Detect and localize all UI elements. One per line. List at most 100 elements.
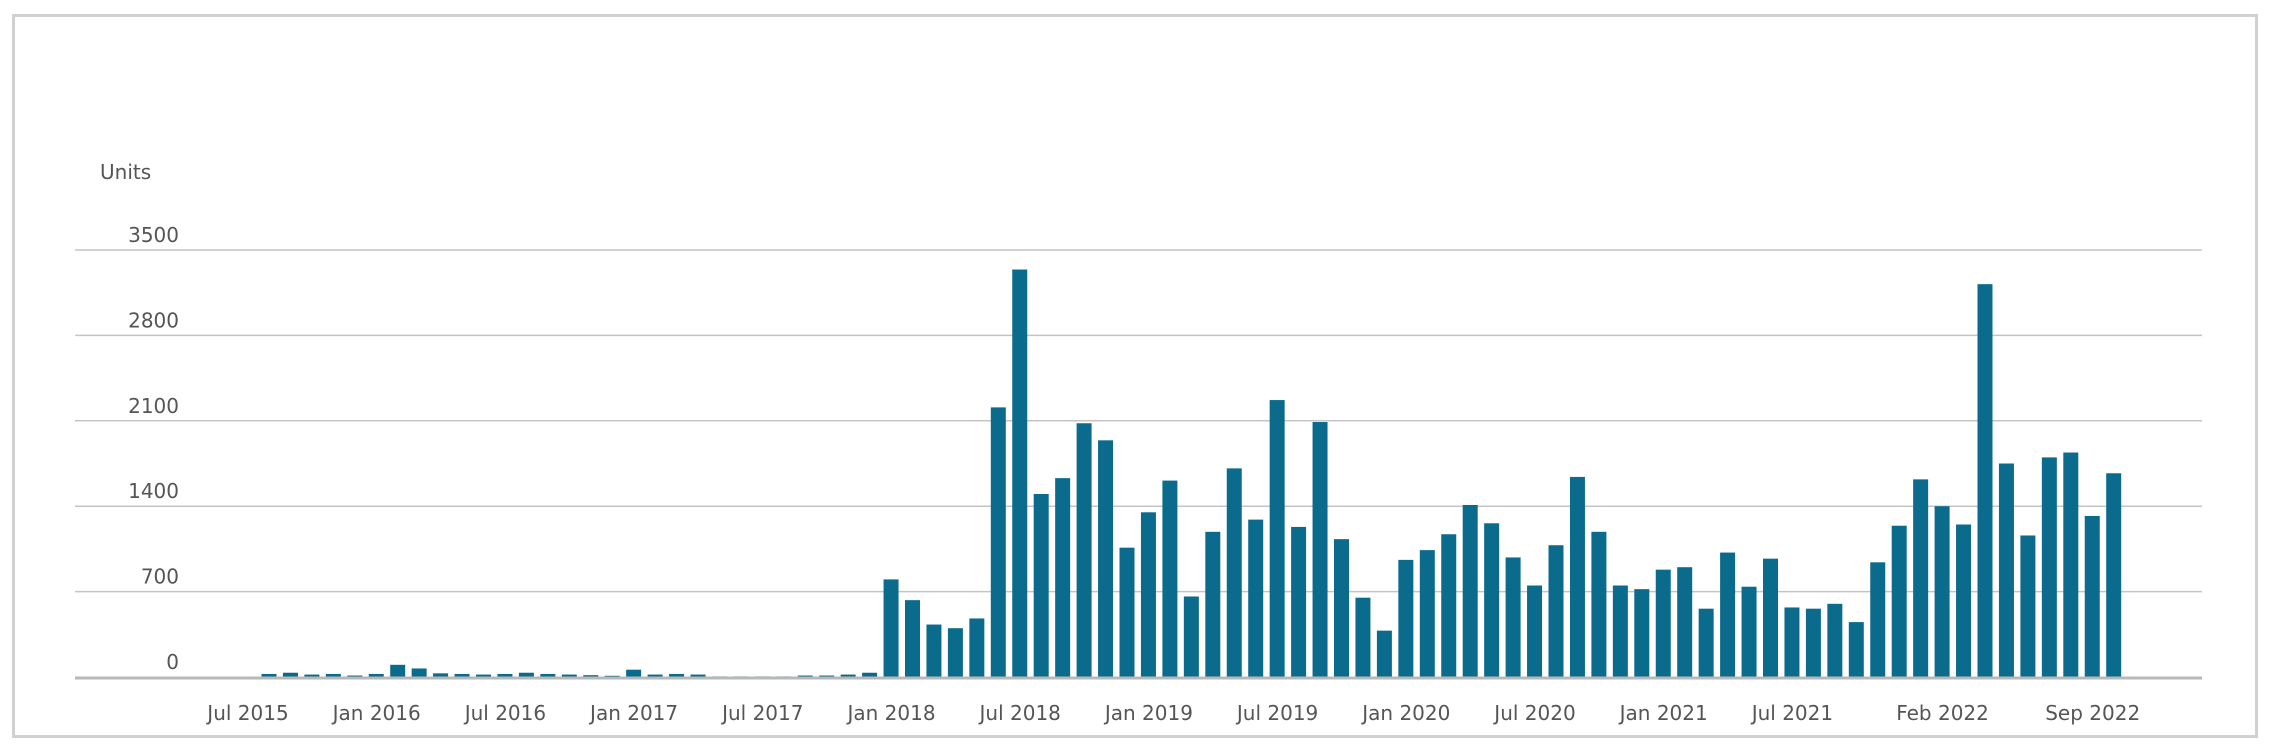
x-tick-label: Jan 2018 xyxy=(845,701,935,725)
y-tick-label: 3500 xyxy=(128,223,179,247)
bar-jul-2018 xyxy=(1033,494,1049,677)
bar-oct-2020 xyxy=(1612,585,1628,677)
bar-feb-2020 xyxy=(1441,534,1457,677)
bar-mar-2016 xyxy=(433,673,449,677)
bar-nov-2020 xyxy=(1634,589,1650,677)
bar-feb-2019 xyxy=(1183,596,1199,677)
bar-feb-2022 xyxy=(1956,524,1972,677)
x-tick-label: Jan 2016 xyxy=(331,701,421,725)
bar-aug-2015 xyxy=(282,672,298,677)
bar-may-2018 xyxy=(990,407,1006,677)
bar-dec-2017 xyxy=(883,579,899,677)
bar-jul-2022 xyxy=(2063,452,2079,677)
x-tick-label: Jul 2017 xyxy=(720,701,803,725)
x-tick-label: Jul 2019 xyxy=(1235,701,1318,725)
bar-apr-2018 xyxy=(969,618,985,677)
bar-jan-2019 xyxy=(1162,480,1178,677)
bar-mar-2018 xyxy=(947,628,963,677)
bar-oct-2017 xyxy=(840,674,856,677)
bar-oct-2018 xyxy=(1098,440,1114,677)
x-axis-ticks: Jul 2015 Jan 2016 Jul 2016 Jan 2017 Jul 2017… xyxy=(205,701,2140,725)
bar-apr-2021 xyxy=(1741,586,1757,677)
y-tick-label: 2100 xyxy=(128,394,179,418)
bar-jul-2020 xyxy=(1548,545,1564,677)
bar-jun-2022 xyxy=(2041,457,2057,677)
bar-jun-2018 xyxy=(1012,269,1028,677)
bar-oct-2019 xyxy=(1355,597,1371,677)
bar-sep-2019 xyxy=(1334,539,1349,677)
bar-nov-2016 xyxy=(604,675,620,677)
bar-nov-2019 xyxy=(1376,630,1392,677)
x-tick-label: Jan 2021 xyxy=(1618,701,1708,725)
bar-sep-2021 xyxy=(1848,622,1864,677)
bar-aug-2017 xyxy=(797,675,813,677)
bar-dec-2019 xyxy=(1398,559,1414,677)
y-tick-label: 2800 xyxy=(128,308,179,332)
bar-sep-2022 xyxy=(2106,473,2122,677)
bar-dec-2021 xyxy=(1913,479,1929,677)
y-axis-label: Units xyxy=(100,160,151,184)
x-tick-label: Jul 2021 xyxy=(1750,701,1833,725)
bar-dec-2016 xyxy=(626,669,642,677)
bar-sep-2020 xyxy=(1591,531,1607,677)
bar-feb-2018 xyxy=(926,624,942,677)
bar-may-2020 xyxy=(1505,557,1521,677)
bar-jun-2016 xyxy=(497,673,513,677)
y-tick-label: 0 xyxy=(166,650,179,674)
bar-oct-2021 xyxy=(1870,562,1886,677)
bar-apr-2022 xyxy=(1998,463,2014,677)
bars xyxy=(261,269,2122,677)
bar-jul-2015 xyxy=(261,673,277,677)
bar-sep-2018 xyxy=(1076,423,1092,677)
bar-oct-2016 xyxy=(583,675,599,677)
bar-jul-2016 xyxy=(518,672,534,677)
bar-aug-2021 xyxy=(1827,603,1843,677)
bar-jul-2019 xyxy=(1291,526,1307,677)
x-tick-label: Feb 2022 xyxy=(1896,701,1989,725)
bar-mar-2022 xyxy=(1977,284,1993,677)
bar-jan-2020 xyxy=(1419,550,1435,677)
bar-nov-2017 xyxy=(862,672,878,677)
bar-jun-2021 xyxy=(1784,607,1800,677)
bar-jul-2021 xyxy=(1805,608,1821,677)
bar-jan-2022 xyxy=(1934,506,1950,677)
bar-sep-2017 xyxy=(819,675,835,677)
bar-apr-2020 xyxy=(1484,523,1500,677)
bar-dec-2020 xyxy=(1655,569,1671,677)
bar-nov-2018 xyxy=(1119,547,1135,677)
bar-oct-2015 xyxy=(325,673,341,677)
x-tick-label: Jan 2020 xyxy=(1360,701,1450,725)
y-axis-ticks: 0 700 1400 2100 2800 3500 xyxy=(128,223,179,674)
bar-jan-2017 xyxy=(647,674,663,677)
bar-jan-2021 xyxy=(1677,567,1693,677)
bar-aug-2016 xyxy=(540,673,556,677)
bar-dec-2015 xyxy=(368,673,384,677)
bar-nov-2021 xyxy=(1891,525,1907,677)
x-tick-label: Jul 2015 xyxy=(205,701,288,725)
y-tick-label: 1400 xyxy=(128,479,179,503)
x-tick-label: Sep 2022 xyxy=(2045,701,2140,725)
bar-feb-2016 xyxy=(411,668,427,677)
bar-jun-2020 xyxy=(1527,585,1543,677)
x-tick-label: Jul 2016 xyxy=(463,701,546,725)
bar-aug-2018 xyxy=(1055,478,1071,677)
bar-may-2019 xyxy=(1248,519,1264,677)
bar-jan-2016 xyxy=(390,664,406,677)
bar-apr-2019 xyxy=(1226,468,1242,677)
y-tick-label: 700 xyxy=(141,565,179,589)
bar-aug-2020 xyxy=(1569,476,1585,677)
bar-nov-2015 xyxy=(347,675,363,677)
bar-mar-2020 xyxy=(1462,504,1478,677)
x-tick-label: Jul 2018 xyxy=(978,701,1061,725)
bar-mar-2017 xyxy=(690,674,706,677)
bar-sep-2015 xyxy=(304,674,320,677)
bar-jun-2019 xyxy=(1269,400,1285,677)
bar-mar-2021 xyxy=(1720,552,1736,677)
bar-aug-2022 xyxy=(2084,515,2100,677)
bar-may-2016 xyxy=(476,674,491,677)
bar-feb-2017 xyxy=(669,673,685,677)
bar-jan-2018 xyxy=(905,600,920,677)
bar-sep-2016 xyxy=(561,674,577,677)
x-tick-label: Jul 2020 xyxy=(1492,701,1575,725)
